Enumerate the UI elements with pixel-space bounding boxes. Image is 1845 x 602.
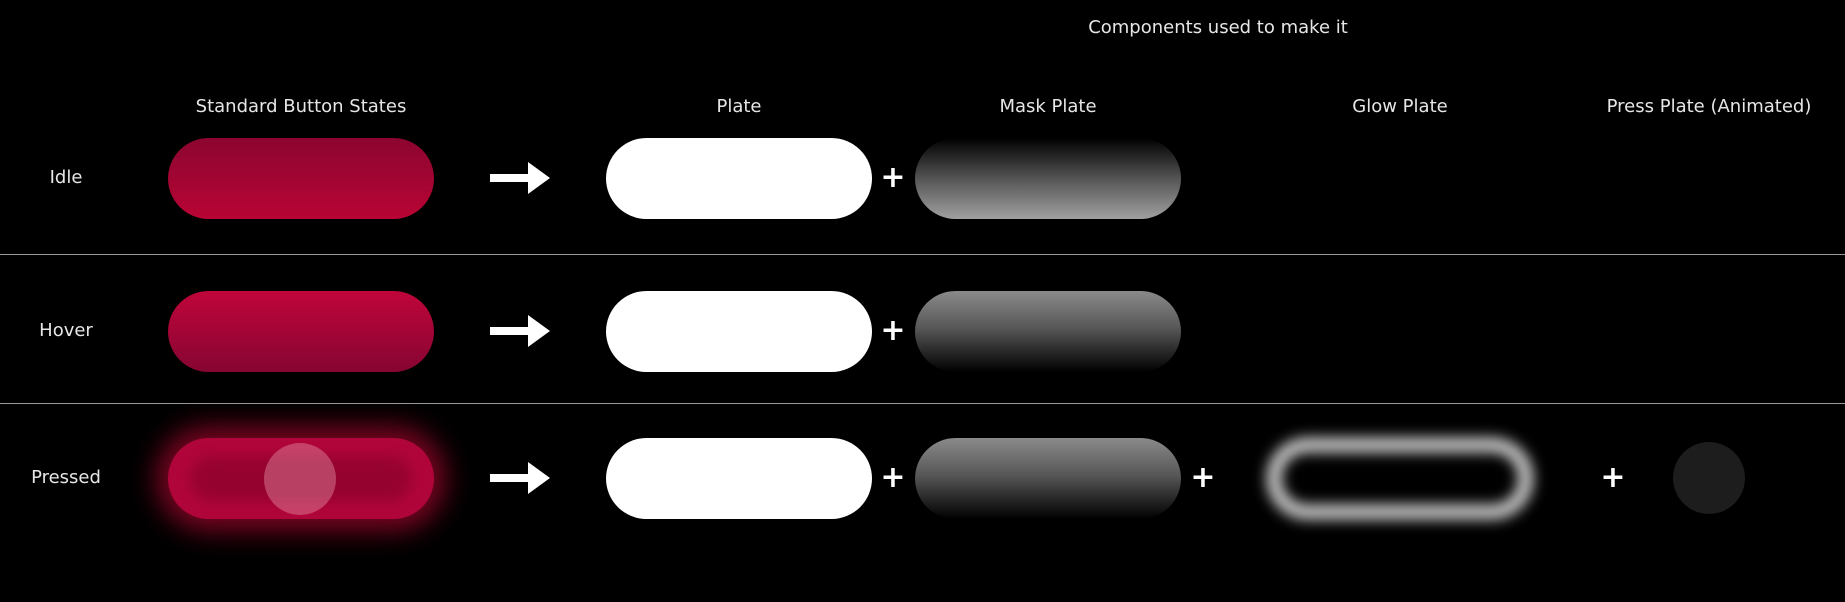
pressed-inner-shade (190, 456, 412, 501)
plate (606, 438, 872, 519)
button-pressed[interactable] (168, 438, 434, 519)
column-header-standard: Standard Button States (195, 96, 407, 117)
arrow-right-icon (490, 462, 550, 494)
mask-plate-pressed (915, 438, 1181, 519)
press-plate (1673, 442, 1745, 514)
row-label-idle: Idle (49, 167, 83, 188)
column-header-glow: Glow Plate (1352, 96, 1448, 117)
row-divider (0, 254, 1845, 255)
plus-sign: + (1190, 460, 1216, 495)
arrow-right-icon (490, 315, 550, 347)
column-header-plate: Plate (716, 96, 762, 117)
glow-plate (1267, 438, 1533, 519)
button-hover[interactable] (168, 291, 434, 372)
column-header-press: Press Plate (Animated) (1606, 96, 1812, 117)
components-title: Components used to make it (1088, 17, 1348, 38)
mask-plate-hover (915, 291, 1181, 372)
row-label-pressed: Pressed (31, 467, 101, 488)
mask-plate-idle (915, 138, 1181, 219)
row-label-hover: Hover (39, 320, 93, 341)
row-divider (0, 403, 1845, 404)
plate (606, 138, 872, 219)
press-ripple (264, 443, 336, 515)
arrow-right-icon (490, 162, 550, 194)
plus-sign: + (880, 160, 906, 195)
column-header-mask: Mask Plate (999, 96, 1097, 117)
plate (606, 291, 872, 372)
plus-sign: + (880, 313, 906, 348)
button-idle[interactable] (168, 138, 434, 219)
plus-sign: + (1600, 460, 1626, 495)
plus-sign: + (880, 460, 906, 495)
